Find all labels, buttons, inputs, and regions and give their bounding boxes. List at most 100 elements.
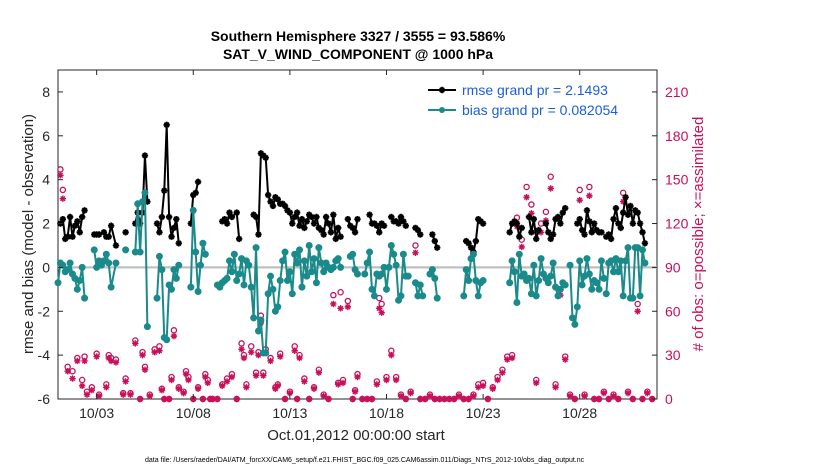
bias-marker [571,320,579,328]
rmse-marker [286,209,294,216]
rmse-marker [511,218,518,225]
bias-marker [76,277,84,285]
rmse-marker [431,237,438,245]
obs-assimilated-marker [127,391,134,398]
obs-assimilated-marker [267,357,274,365]
rmse-marker [76,229,83,236]
bias-marker [168,285,176,293]
obs-assimilated-marker [122,378,129,385]
rmse-marker [269,202,277,210]
rmse-marker [262,154,269,161]
obs-assimilated-marker [286,389,294,397]
rmse-marker [434,244,441,251]
obs-possible-marker [586,183,593,191]
bias-marker [105,259,113,267]
rmse-marker [351,229,359,236]
obs-assimilated-marker [610,392,617,400]
obs-assimilated-marker [182,370,190,378]
obs-assimilated-marker [120,391,127,398]
bias-marker [366,248,374,256]
rmse-marker [74,218,81,225]
obs-assimilated-marker [455,392,463,400]
rmse-marker [477,218,484,225]
rmse-marker [281,202,289,210]
obs-assimilated-marker [209,395,216,403]
rmse-marker [559,209,567,216]
obs-assimilated-marker [426,392,434,400]
rmse-marker [327,229,335,236]
bias-marker [73,285,81,293]
bias-marker [269,285,277,293]
bias-marker [508,257,516,265]
rmse-marker [136,220,144,227]
rmse-marker [634,209,641,216]
rmse-marker [562,204,569,212]
rmse-marker [578,226,586,234]
obs-assimilated-marker [417,395,424,403]
bias-marker [298,283,306,291]
obs-assimilated-marker [132,340,139,347]
rmse-marker [392,218,400,225]
y-axis-label: rmse and bias (model - observation) [20,114,37,354]
bias-marker [199,239,207,247]
rmse-marker [588,229,595,236]
obs-assimilated-marker [465,395,472,403]
obs-assimilated-marker [523,194,530,201]
bias-marker [585,270,593,278]
obs-possible-marker [170,327,178,334]
rmse-marker [376,229,383,236]
rmse-marker [349,224,356,232]
bias-marker [240,281,248,289]
obs-assimilated-marker [363,395,371,403]
rmse-marker [366,211,373,218]
rmse-marker [557,220,564,227]
bias-marker [561,281,569,289]
bias-marker [257,316,265,324]
obs-assimilated-marker [600,389,608,397]
rmse-marker [545,229,552,236]
bias-marker [81,294,89,302]
obs-assimilated-marker [499,369,506,376]
rmse-marker [168,233,175,240]
rmse-marker [467,244,475,251]
rmse-marker [332,235,339,243]
obs-assimilated-marker [64,368,71,375]
bias-marker [64,266,72,274]
obs-assimilated-marker [151,349,158,356]
rmse-marker [627,202,634,210]
bias-marker [600,274,608,282]
rmse-marker [296,222,303,229]
bias-marker [460,292,468,300]
obs-assimilated-marker [591,395,598,403]
obs-possible-marker [78,376,86,384]
bias-marker [194,288,202,296]
rmse-marker [322,213,330,221]
rmse-marker [153,220,161,227]
obs-assimilated-marker [402,395,410,403]
rmse-marker [161,187,168,194]
bias-marker [404,272,412,280]
obs-possible-marker [513,214,521,221]
obs-assimilated-marker [431,395,438,403]
rmse-marker [629,220,637,227]
bias-marker [250,314,258,322]
bias-marker [293,259,301,267]
bias-marker [192,248,200,256]
bias-marker [554,292,562,300]
obs-assimilated-marker [103,384,110,391]
y2-tick-label: 90 [665,259,681,275]
bias-marker [337,263,345,271]
obs-assimilated-marker [95,392,103,400]
rmse-marker [226,209,233,216]
bias-marker [641,259,649,267]
obs-assimilated-marker [392,376,400,384]
rmse-marker [586,218,593,225]
obs-assimilated-marker [57,172,64,179]
bias-marker [462,266,470,274]
rmse-marker [380,222,388,229]
y2-tick-label: 60 [665,303,681,319]
obs-assimilated-marker [202,373,209,381]
bias-marker [197,261,205,269]
bias-marker [329,263,337,271]
